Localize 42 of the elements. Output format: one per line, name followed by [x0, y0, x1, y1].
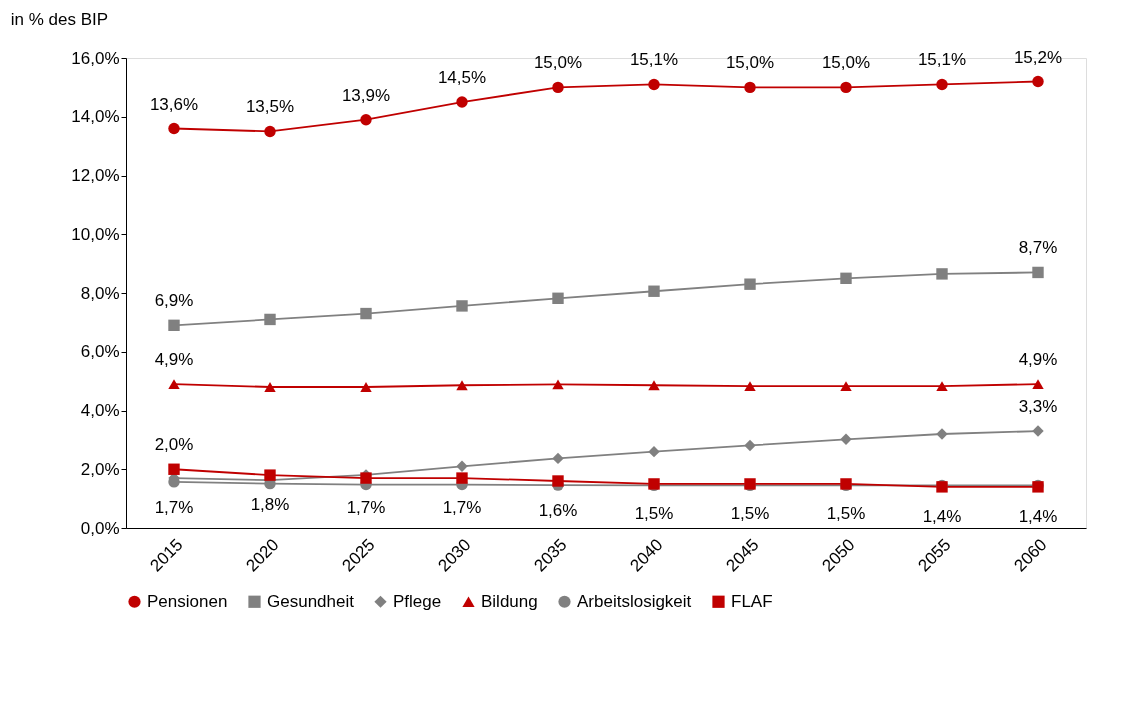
data-label: 1,5%: [730, 503, 770, 523]
y-tick-label: 12,0%: [71, 166, 120, 185]
y-axis-title: in % des BIP: [10, 9, 109, 29]
data-label: 15,0%: [533, 53, 583, 73]
legend-label: Pensionen: [147, 591, 228, 611]
y-tick-label: 2,0%: [80, 459, 120, 479]
data-label: 13,5%: [245, 97, 295, 117]
data-label: 1,7%: [154, 498, 194, 518]
data-label: 13,9%: [341, 85, 391, 105]
legend-label: Bildung: [481, 591, 538, 611]
y-tick-label: 8,0%: [80, 283, 120, 303]
data-label: 1,4%: [1018, 506, 1058, 526]
data-label: 1,5%: [826, 503, 866, 523]
data-label: 1,4%: [922, 506, 962, 526]
data-label: 8,7%: [1018, 238, 1058, 258]
data-label: 15,0%: [821, 53, 871, 73]
annotation: 2,0%: [154, 435, 194, 455]
y-tick-label: 4,0%: [80, 401, 120, 420]
legend-label: Arbeitslosigkeit: [577, 591, 692, 611]
data-label: 1,8%: [250, 495, 290, 515]
y-tick-label: 10,0%: [71, 224, 120, 244]
legend-label: Pflege: [393, 591, 442, 611]
data-label: 4,9%: [1018, 350, 1058, 370]
data-label: 1,5%: [634, 503, 674, 523]
legend-label: FLAF: [731, 591, 773, 611]
y-tick-label: 14,0%: [71, 107, 120, 127]
data-label: 14,5%: [437, 68, 487, 88]
y-tick-label: 0,0%: [80, 518, 120, 538]
y-tick-label: 16,0%: [71, 48, 120, 68]
data-label: 15,2%: [1013, 47, 1063, 67]
legend-label: Gesundheit: [267, 591, 355, 611]
data-label: 4,9%: [154, 350, 194, 370]
data-label: 15,0%: [725, 53, 775, 73]
y-tick-label: 6,0%: [80, 342, 120, 362]
data-label: 15,1%: [629, 50, 679, 70]
data-label: 3,3%: [1018, 397, 1058, 417]
data-label: 1,6%: [538, 501, 578, 520]
data-label: 1,7%: [346, 498, 386, 518]
data-label: 15,1%: [917, 50, 967, 70]
data-label: 13,6%: [149, 94, 199, 114]
data-label: 1,7%: [442, 498, 482, 518]
data-label: 6,9%: [154, 291, 194, 311]
